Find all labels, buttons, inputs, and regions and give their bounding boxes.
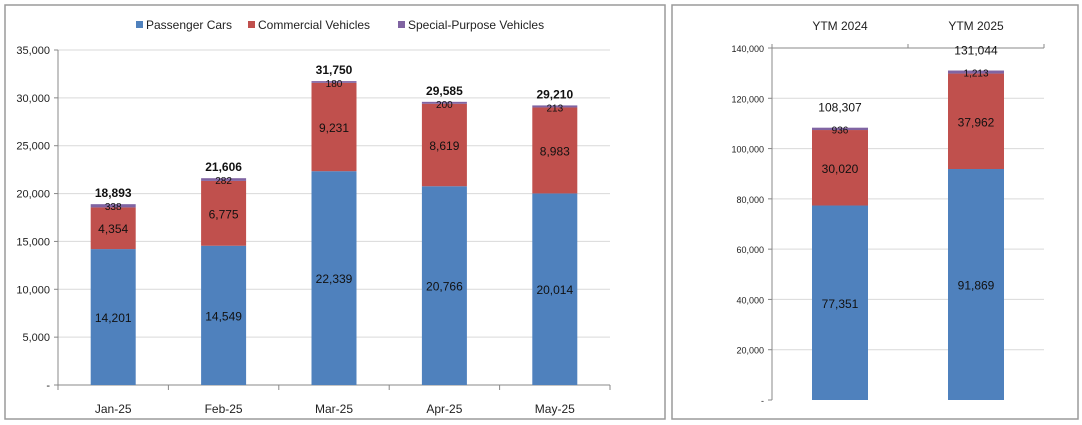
y-tick-label: - [46,380,50,392]
bar-segment [948,73,1004,170]
y-tick-label: 140,000 [731,44,764,54]
data-label: 30,020 [822,162,859,176]
data-label: 9,231 [319,121,349,135]
total-label: 131,044 [954,44,998,58]
data-label: 22,339 [316,272,353,286]
data-label: 936 [832,126,849,137]
data-label: 180 [326,79,343,90]
category-label: Mar-25 [315,402,353,416]
data-label: 213 [546,103,563,114]
data-label: 20,766 [426,280,463,294]
bar-segment [812,130,868,206]
bar-segment [90,204,136,208]
total-label: 29,210 [536,87,573,101]
bar-segment [311,82,357,172]
y-tick-label: 30,000 [16,93,50,105]
bar-segment [201,180,247,246]
data-label: 338 [105,202,122,213]
category-label: YTM 2025 [948,19,1004,33]
monthly-chart: - 5,000 10,000 15,000 20,000 25,000 30,000 35,0… [16,45,611,416]
category-label: YTM 2024 [812,19,868,33]
bar-segment [421,186,467,385]
y-tick-label: 20,000 [736,346,764,356]
legend-label: Commercial Vehicles [258,18,370,32]
y-tick-label: 15,000 [16,236,50,248]
total-label: 21,606 [205,160,242,174]
data-label: 14,201 [95,311,132,325]
legend-label: Passenger Cars [146,18,232,32]
data-label: 8,983 [540,144,570,158]
bar-segment [201,178,247,181]
data-label: 4,354 [98,222,128,236]
y-tick-label: 25,000 [16,141,50,153]
bar-segment [532,193,578,385]
data-label: 282 [215,176,232,187]
category-label: Jan-25 [95,402,132,416]
total-label: 29,585 [426,84,463,98]
data-label: 77,351 [822,297,859,311]
total-label: 18,893 [95,186,132,200]
data-label: 37,962 [958,115,995,129]
category-label: Apr-25 [426,402,462,416]
data-label: 8,619 [429,139,459,153]
bar-segment [948,169,1004,400]
ytm-chart: - 20,000 40,000 60,000 80,000 100,000 120,000 1… [731,19,1045,406]
data-label: 20,014 [536,283,573,297]
y-tick-label: 80,000 [736,195,764,205]
y-tick-label: 20,000 [16,189,50,201]
category-label: Feb-25 [205,402,243,416]
bar-segment [311,81,357,83]
data-label: 91,869 [958,279,995,293]
data-label: 6,775 [209,207,239,221]
y-tick-label: 120,000 [731,94,764,104]
bar-segment [90,207,136,250]
legend-swatch [398,21,405,28]
total-label: 108,307 [818,101,862,115]
bar-segment [421,103,467,187]
bar-segment [311,171,357,385]
y-tick-label: 100,000 [731,145,764,155]
total-label: 31,750 [316,63,353,77]
bar-segment [532,107,578,194]
y-tick-label: 5,000 [22,332,50,344]
data-label: 1,213 [963,69,988,80]
legend: Passenger Cars Commercial Vehicles Special… [136,18,544,32]
y-tick-label: - [761,396,764,406]
y-tick-label: 10,000 [16,284,50,296]
legend-label: Special-Purpose Vehicles [408,18,544,32]
y-tick-label: 40,000 [736,295,764,305]
bar-segment [421,101,467,104]
bar-segment [532,105,578,108]
y-tick-label: 60,000 [736,245,764,255]
legend-swatch [136,21,143,28]
category-label: May-25 [535,402,575,416]
right-chart-frame [671,4,1079,420]
bar-segment [812,205,868,400]
y-tick-label: 35,000 [16,45,50,57]
data-label: 14,549 [205,309,242,323]
bar-segment [90,249,136,385]
data-label: 200 [436,100,453,111]
bar-segment [201,245,247,385]
bar-segment [812,127,868,131]
bar-segment [948,70,1004,74]
legend-swatch [248,21,255,28]
